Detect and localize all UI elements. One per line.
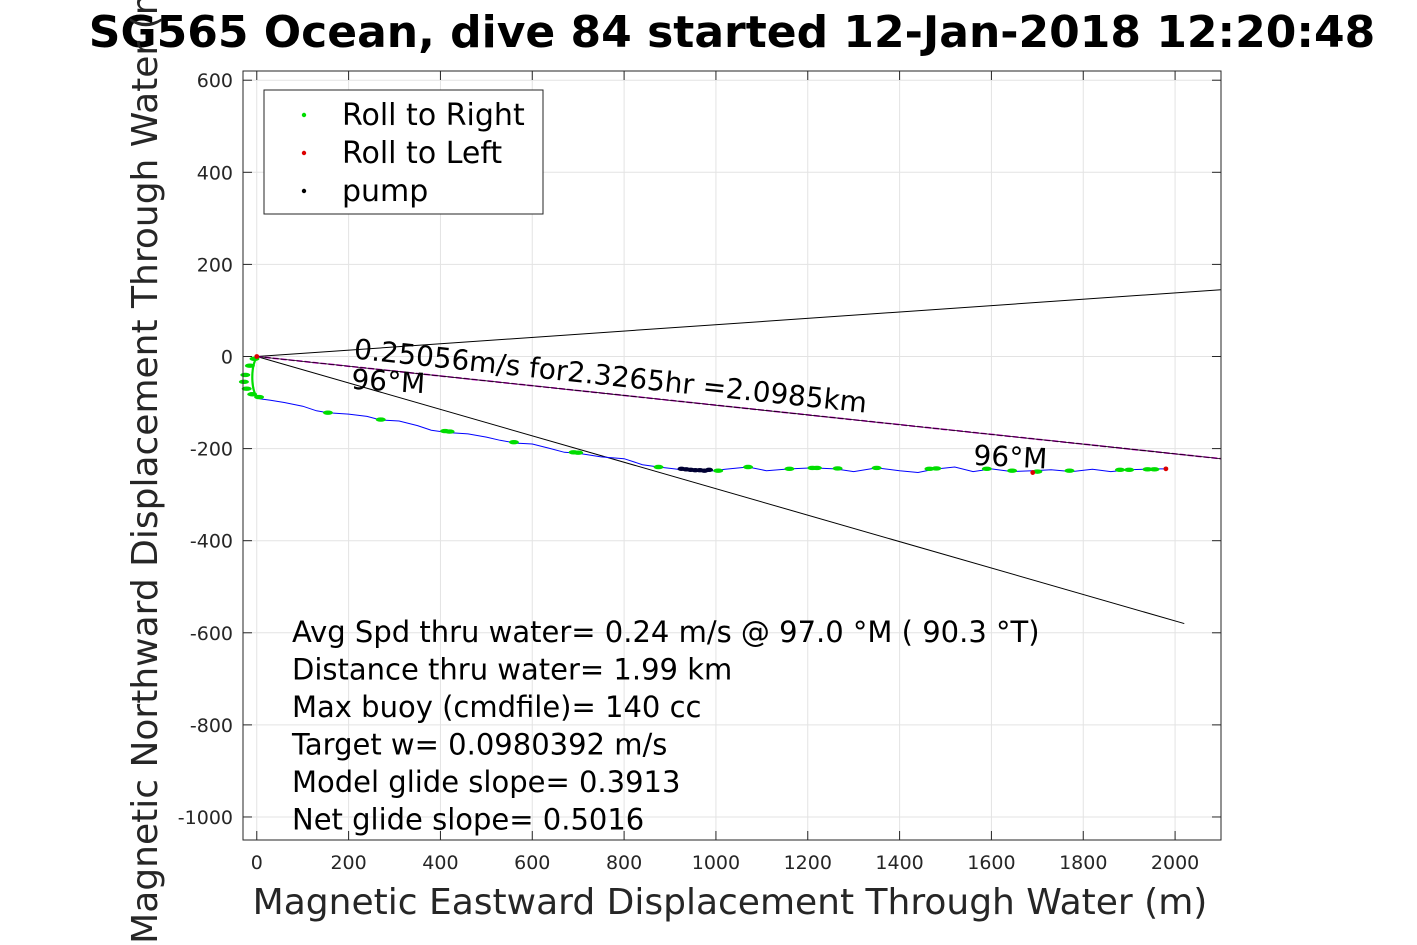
roll-right-point [653,464,664,470]
roll-right-point [1142,467,1153,472]
x-tick-label: 400 [422,852,458,874]
stats-line: Target w= 0.0980392 m/s [291,728,667,762]
x-tick-label: 600 [514,852,550,874]
roll-left-point [1163,466,1169,472]
roll-right-point [981,466,992,472]
legend: Roll to Right Roll to Left pump [263,89,544,215]
roll-right-point [247,392,258,397]
legend-marker-roll-right [301,112,307,118]
y-tick-label: 200 [197,254,233,276]
roll-right-point [713,468,724,473]
roll-right-point [811,465,822,471]
chart-title: SG565 Ocean, dive 84 started 12-Jan-2018… [89,7,1375,58]
stats-line: Net glide slope= 0.5016 [292,803,644,837]
marker-layer [238,354,1169,475]
roll-right-point [871,465,882,471]
y-tick-label: 0 [221,346,233,368]
x-axis-label: Magnetic Eastward Displacement Through W… [253,882,1208,923]
roll-right-point [238,379,249,385]
x-tick-label: 0 [251,852,263,874]
reference-line [256,356,1185,625]
stats-line: Avg Spd thru water= 0.24 m/s @ 97.0 °M (… [292,615,1040,649]
reference-lines [256,289,1222,625]
roll-right-point [322,410,333,415]
heading-line-core [256,356,1222,460]
plot-area-frame [242,70,1222,841]
heading-label: 96°M [350,363,426,400]
y-tick-label: -1000 [178,807,233,829]
x-tick-label: 1200 [784,852,832,874]
legend-box [263,89,544,215]
stats-line: Model glide slope= 0.3913 [292,765,680,799]
heading-label: 96°M [973,439,1048,476]
x-tick-label: 800 [606,852,642,874]
x-tick-label: 1000 [692,852,740,874]
roll-right-point [784,466,795,472]
roll-right-point [573,450,584,455]
roll-right-point [254,394,265,400]
stats-line: Distance thru water= 1.99 km [292,653,732,687]
axis-ticks: 0 200 400 600 800 1000 1200 1400 1600 1800 2000600… [178,70,1221,874]
y-tick-label: 400 [197,162,233,184]
x-tick-label: 1800 [1059,852,1107,874]
legend-marker-pump [301,188,307,194]
roll-right-point [743,464,754,470]
legend-label-roll-right: Roll to Right [342,98,525,133]
y-tick-label: -400 [190,531,233,553]
legend-label-pump: pump [342,174,428,209]
roll-right-point [1007,468,1018,473]
roll-right-point [240,372,251,378]
reference-line [256,289,1222,357]
roll-right-point [931,466,942,471]
x-tick-label: 200 [330,852,366,874]
roll-right-point [444,429,455,434]
roll-right-point [1149,467,1160,472]
legend-marker-roll-left [301,150,307,156]
roll-left-point [254,354,260,359]
roll-right-point [244,363,255,368]
track-line [256,397,1166,474]
roll-right-point [832,466,843,471]
stats-line: Max buoy (cmdfile)= 140 cc [292,690,701,724]
y-tick-label: 600 [197,70,233,92]
y-tick-label: -200 [190,439,233,461]
y-axis-label: Magnetic Northward Displacement Through … [125,0,166,944]
roll-left-point [1030,470,1036,475]
roll-right-point [375,417,386,422]
legend-label-roll-left: Roll to Left [342,136,502,171]
y-tick-label: -600 [190,623,233,645]
roll-right-point [508,439,519,445]
roll-right-point [1064,468,1075,473]
roll-right-point [241,386,252,391]
x-tick-label: 2000 [1151,852,1199,874]
roll-right-point [1124,467,1135,472]
y-tick-label: -800 [190,715,233,737]
x-tick-label: 1400 [875,852,923,874]
grid [243,71,1221,840]
roll-right-point [1114,467,1125,472]
pump-point [705,467,714,472]
x-tick-label: 1600 [967,852,1015,874]
